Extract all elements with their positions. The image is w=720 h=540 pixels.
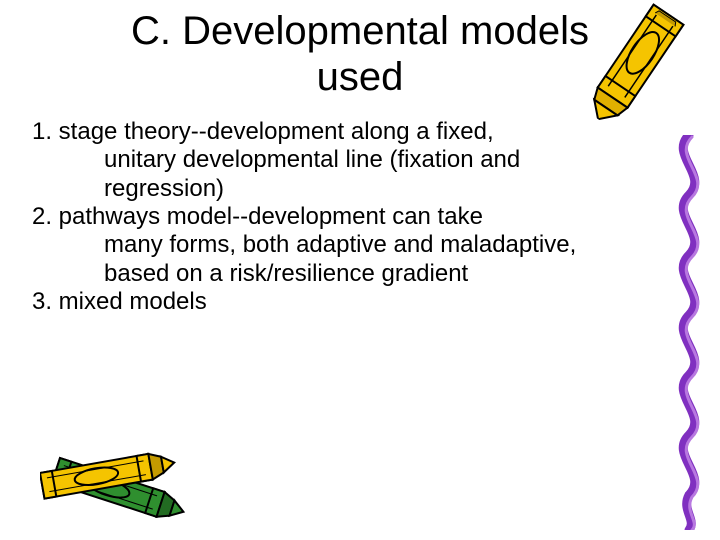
item-2-cont: many forms, both adaptive and maladaptiv… [32,231,640,288]
list-item: 3. mixed models [32,288,640,316]
item-2-firstline: 2. pathways model--development can take [32,203,483,230]
slide: C. Developmental models used 1. stage th… [0,0,720,540]
body-text: 1. stage theory--development along a fix… [32,118,640,316]
item-1-firstline: 1. stage theory--development along a fix… [32,118,494,145]
list-item: 1. stage theory--development along a fix… [32,118,640,203]
title-line-2: used [317,55,404,99]
title-line-1: C. Developmental models [131,9,589,53]
item-1-cont: unitary developmental line (fixation and… [32,146,640,203]
list-item: 2. pathways model--development can take … [32,203,640,288]
item-3-firstline: 3. mixed models [32,288,207,315]
crayons-icon [40,418,210,528]
squiggle-icon [659,135,714,530]
